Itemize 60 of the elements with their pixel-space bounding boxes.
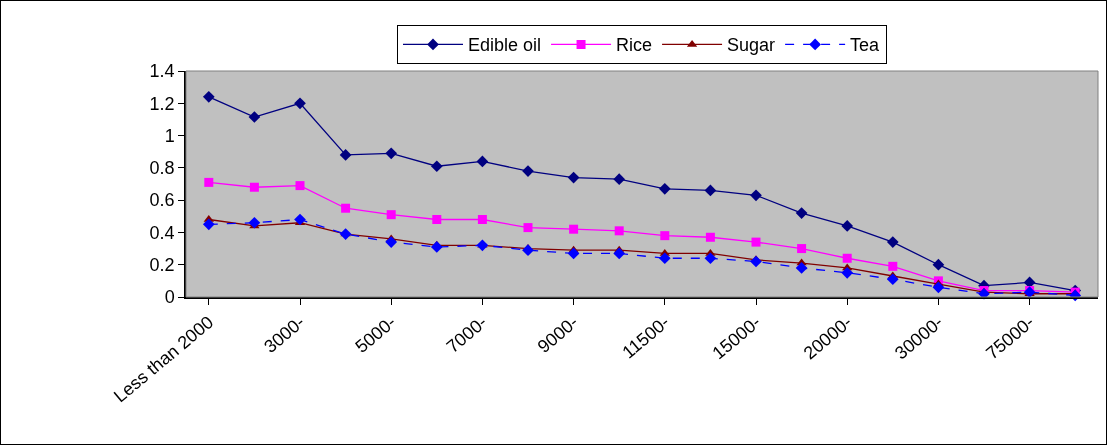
- point: [339, 149, 352, 161]
- legend-label: Edible oil: [468, 35, 542, 56]
- point: [569, 224, 579, 234]
- point: [522, 244, 534, 257]
- point: [704, 252, 717, 265]
- point: [658, 182, 671, 195]
- point: [660, 231, 670, 241]
- y-tick-label: 1.2: [149, 93, 175, 114]
- point: [430, 160, 443, 173]
- point: [932, 281, 945, 294]
- point: [750, 255, 762, 268]
- point: [658, 252, 671, 265]
- point: [613, 247, 626, 260]
- point: [567, 171, 580, 184]
- point: [294, 213, 306, 226]
- point: [385, 147, 398, 160]
- point: [477, 215, 487, 225]
- point: [795, 262, 808, 274]
- point: [841, 220, 854, 232]
- point: [888, 261, 898, 271]
- y-tick-label: 0.4: [149, 222, 175, 243]
- point: [886, 236, 899, 248]
- point: [567, 247, 580, 260]
- point: [476, 239, 489, 252]
- point: [430, 241, 443, 253]
- legend-label: Tea: [850, 35, 881, 56]
- y-tick-label: 0: [164, 287, 175, 308]
- point: [523, 223, 533, 233]
- point: [386, 210, 396, 220]
- point: [613, 173, 626, 186]
- point: [248, 111, 261, 123]
- point: [248, 216, 261, 229]
- y-tick-label: 0.6: [149, 190, 175, 211]
- point: [249, 182, 259, 192]
- point: [614, 226, 624, 236]
- y-tick-label: 0.8: [149, 158, 175, 179]
- point: [750, 189, 762, 202]
- point: [751, 237, 761, 247]
- point: [294, 97, 306, 110]
- legend-label: Sugar: [727, 35, 776, 56]
- point: [704, 184, 717, 197]
- point: [204, 177, 214, 187]
- point: [341, 203, 351, 213]
- point: [795, 207, 808, 219]
- y-tick-label: 1: [164, 125, 175, 146]
- point: [385, 236, 398, 248]
- legend-label: Rice: [616, 35, 653, 56]
- point: [432, 215, 442, 225]
- point: [842, 253, 852, 263]
- y-tick-label: 1.4: [149, 61, 175, 82]
- point: [202, 90, 215, 103]
- point: [202, 218, 215, 231]
- point: [797, 244, 807, 254]
- point: [841, 266, 854, 279]
- point: [705, 232, 715, 242]
- point: [932, 258, 945, 271]
- point: [886, 273, 899, 286]
- point: [476, 155, 489, 168]
- point: [295, 181, 305, 191]
- y-tick-label: 0.2: [149, 255, 175, 276]
